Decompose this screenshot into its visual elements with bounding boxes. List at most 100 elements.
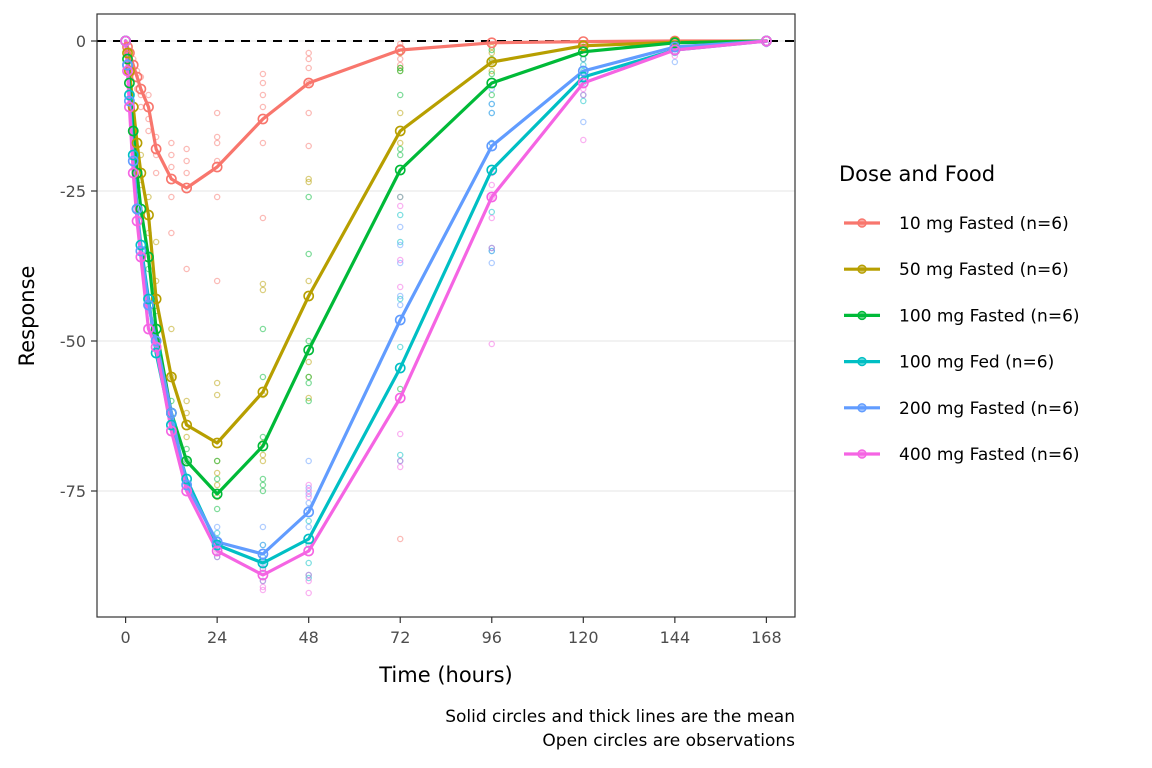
observation-point [488,259,496,267]
mean-point [150,335,162,347]
observation-point [305,493,312,501]
mean-line [124,39,768,445]
observation-point [213,193,221,201]
mean-point [303,533,315,545]
observation-point [671,58,679,66]
observation-point [396,67,404,75]
y-tick-label: 0 [76,32,86,51]
observation-point [259,139,267,147]
observation-point [396,64,404,72]
observation-point [396,109,404,117]
y-axis: 0 -25 -50 -75 [60,32,97,501]
observation-point [396,202,404,210]
observation-point [396,193,404,201]
mean-point [303,290,315,302]
observation-point [396,223,404,231]
x-tick-label: 120 [568,628,599,647]
legend-label: 50 mg Fasted (n=6) [899,260,1069,280]
y-axis-title: Response [15,266,39,367]
observation-point [305,373,312,381]
observation-point [305,574,312,582]
observation-point [168,163,175,171]
observation-point [145,127,152,135]
x-tick-label: 168 [751,628,782,647]
observation-point [305,193,312,201]
observation-point [213,157,221,165]
observation-point [213,379,221,387]
legend-label: 100 mg Fed (n=6) [899,353,1054,373]
mean-point [303,77,315,89]
mean-point [577,71,589,83]
observation-point [396,145,404,153]
observation-point [305,250,312,258]
mean-point [127,155,139,167]
observation-point [259,577,267,585]
observation-point [305,457,312,465]
mean-point [577,77,589,89]
observation-point [396,259,404,267]
observation-point [580,61,587,69]
mean-line [124,39,768,190]
legend-point-key [857,264,867,274]
mean-point [211,545,223,557]
mean-point [577,65,589,77]
mean-point [486,77,498,89]
observation-point [259,214,267,222]
observation-point [396,40,404,48]
mean-point [135,239,147,251]
mean-point [394,314,406,326]
observation-point [305,277,312,285]
mean-point [150,143,162,155]
observation-point [488,70,496,78]
observation-point [168,193,175,201]
observation-point [152,238,160,246]
mean-point [394,362,406,374]
observation-point [305,559,312,567]
mean-point [577,36,589,47]
mean-point [127,167,139,179]
legend-label: 10 mg Fasted (n=6) [899,214,1069,234]
observation-point [213,457,221,465]
mean-point [257,569,269,581]
observation-point [396,451,404,459]
mean-point [135,167,147,179]
observation-point [259,481,267,489]
observation-point [183,145,190,153]
mean-point [150,347,162,359]
mean-point [122,53,133,65]
mean-point [181,182,193,194]
observation-point [168,151,175,159]
x-axis: 0 24 48 72 96 120 144 168 [121,617,782,647]
observation-point [213,529,221,537]
mean-point [150,341,162,353]
observation-point [305,109,312,117]
observation-point [259,280,267,288]
mean-point [124,77,135,89]
observation-point [396,292,404,300]
observation-point [305,397,312,405]
observation-point [305,49,312,57]
observation-point [183,265,190,273]
observation-point [259,70,267,78]
legend-point-key [857,356,867,367]
legend-label: 400 mg Fasted (n=6) [899,445,1080,465]
mean-point [131,167,143,179]
observation-point [396,91,404,99]
observation-point [259,325,267,333]
observation-point [396,295,404,303]
mean-point [211,437,223,449]
observation-point [396,151,404,159]
observation-point [396,61,404,69]
observation-point [183,169,190,177]
observation-point [580,118,587,126]
caption-line-2: Open circles are observations [542,731,795,751]
mean-point [143,323,154,335]
x-tick-label: 96 [482,628,502,647]
mean-point [122,41,133,53]
observation-point [183,157,190,165]
observation-point [305,484,312,492]
observation-point [305,517,312,525]
observation-point [259,475,267,483]
observation-point [396,211,404,219]
x-tick-label: 72 [390,628,410,647]
